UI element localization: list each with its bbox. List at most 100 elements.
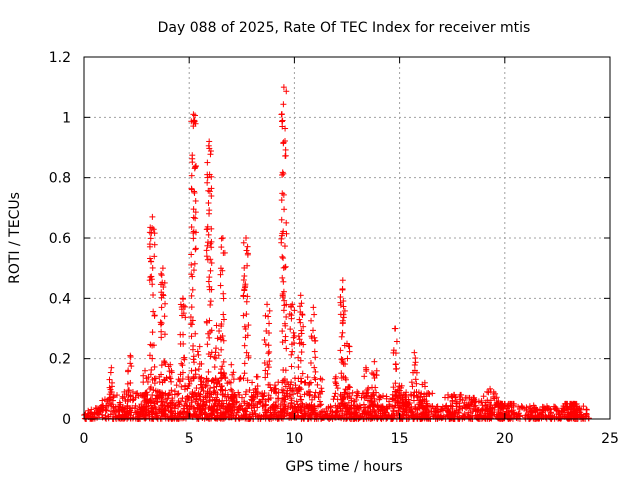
data-point: [536, 406, 543, 413]
data-point: [288, 411, 295, 418]
data-point: [262, 312, 269, 319]
data-point: [281, 394, 288, 401]
data-point: [279, 386, 286, 393]
data-point: [338, 415, 345, 422]
data-point: [132, 409, 139, 416]
data-point: [393, 338, 400, 345]
data-point: [289, 348, 296, 355]
data-point: [264, 370, 271, 377]
data-point: [568, 400, 575, 407]
data-point: [243, 247, 250, 254]
data-point: [337, 311, 344, 318]
data-point: [159, 279, 166, 286]
data-point: [516, 405, 523, 412]
data-point: [279, 117, 286, 124]
data-point: [106, 384, 113, 391]
data-point: [327, 403, 334, 410]
data-point: [370, 389, 377, 396]
data-point: [279, 328, 286, 335]
data-point: [283, 219, 290, 226]
data-point: [156, 378, 163, 385]
data-point: [308, 317, 315, 324]
data-point: [107, 369, 114, 376]
data-point: [220, 316, 227, 323]
x-tick-label: 5: [185, 431, 194, 447]
data-point: [268, 387, 275, 394]
data-point: [121, 388, 128, 395]
data-point: [265, 329, 272, 336]
data-point: [208, 412, 215, 419]
data-point: [318, 388, 325, 395]
data-point: [244, 293, 251, 300]
data-point: [278, 232, 285, 239]
data-point: [281, 401, 288, 408]
data-point: [288, 315, 295, 322]
data-point: [392, 388, 399, 395]
data-point: [192, 215, 199, 222]
data-point: [368, 393, 375, 400]
data-point: [265, 350, 272, 357]
data-point: [100, 403, 107, 410]
data-point: [174, 410, 181, 417]
data-point: [275, 395, 282, 402]
data-point: [301, 391, 308, 398]
data-point: [282, 337, 289, 344]
data-point: [317, 375, 324, 382]
data-point: [411, 367, 418, 374]
data-point: [280, 140, 287, 147]
data-point: [238, 402, 245, 409]
data-point: [205, 377, 212, 384]
data-point: [220, 400, 227, 407]
x-tick-label: 15: [391, 431, 409, 447]
data-point: [278, 111, 285, 118]
data-point: [487, 385, 494, 392]
data-point: [367, 398, 374, 405]
data-point: [85, 407, 92, 414]
data-point: [367, 410, 374, 417]
data-point: [311, 337, 318, 344]
data-point: [269, 403, 276, 410]
data-point: [359, 390, 366, 397]
data-point: [124, 368, 131, 375]
data-point: [125, 392, 132, 399]
data-point: [126, 407, 133, 414]
data-point: [264, 361, 271, 368]
data-point: [198, 410, 205, 417]
data-point: [262, 374, 269, 381]
data-point: [104, 413, 111, 420]
x-tick-label: 20: [496, 431, 514, 447]
data-point: [158, 289, 165, 296]
data-point: [245, 322, 252, 329]
data-point: [311, 334, 318, 341]
data-point: [298, 349, 305, 356]
data-point: [190, 229, 197, 236]
data-point: [179, 295, 186, 302]
data-point: [314, 381, 321, 388]
data-point: [140, 408, 147, 415]
data-point: [254, 383, 261, 390]
data-point: [158, 320, 165, 327]
data-point: [150, 308, 157, 315]
data-point: [190, 267, 197, 274]
data-point: [283, 313, 290, 320]
data-point: [188, 224, 195, 231]
data-point: [280, 191, 287, 198]
data-point: [182, 398, 189, 405]
data-point: [216, 327, 223, 334]
data-point: [488, 411, 495, 418]
data-point: [180, 340, 187, 347]
data-point: [382, 409, 389, 416]
data-point: [366, 403, 373, 410]
data-point: [241, 370, 248, 377]
x-axis-label: GPS time / hours: [285, 459, 402, 475]
data-point: [266, 348, 273, 355]
data-point: [333, 382, 340, 389]
data-point: [205, 278, 212, 285]
data-point: [107, 400, 114, 407]
data-point: [412, 355, 419, 362]
data-point: [472, 402, 479, 409]
data-point: [216, 381, 223, 388]
data-point: [279, 169, 286, 176]
data-point: [460, 413, 467, 420]
data-point: [234, 398, 241, 405]
